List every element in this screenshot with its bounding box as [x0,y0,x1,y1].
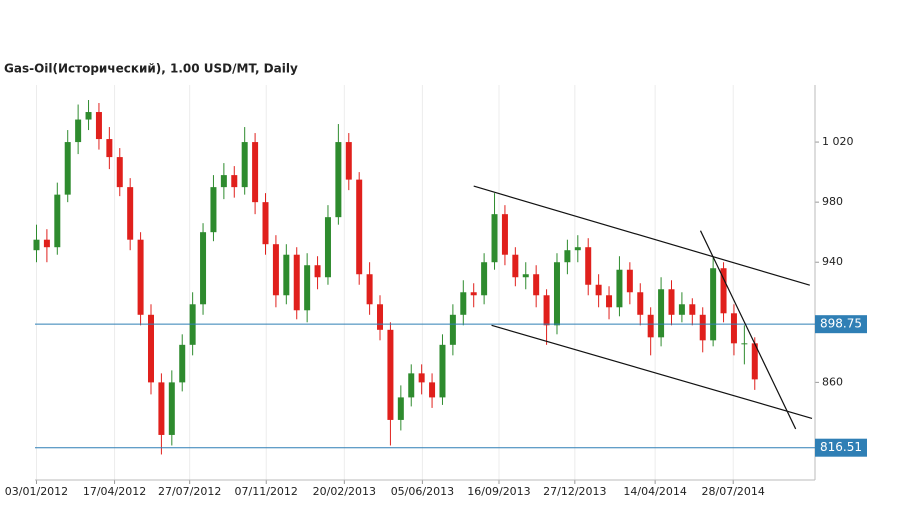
candle-body [564,250,571,263]
candle-body [481,262,488,296]
chart-title: Gas-Oil(Исторический), 1.00 USD/MT, Dail… [4,62,298,76]
candle-body [470,292,477,296]
candle-body [75,119,82,143]
candle-body [220,175,227,188]
candle-body [710,268,717,341]
candle-body [33,239,40,251]
candle-body [345,142,352,180]
candle-body [231,175,238,188]
candle-body [64,142,71,195]
candle-body [491,214,498,263]
candle-body [137,239,144,315]
candle-body [449,314,456,345]
candle-body [262,202,269,245]
level-box [815,315,867,334]
candle-body [158,382,165,435]
candle-body [252,142,259,203]
candle-body [241,142,248,188]
x-tick-label: 16/09/2013 [467,485,530,498]
candle-body [606,295,613,308]
trend-line [491,324,813,419]
candle-body [200,232,207,305]
candle-body [397,397,404,420]
x-tick-label: 27/12/2013 [543,485,606,498]
y-tick-label: 940 [822,255,843,268]
candle-body [116,157,123,188]
candle-body [356,179,363,275]
candle-body [512,254,519,278]
candle-body [533,274,540,296]
candle-body [720,268,727,314]
candle-body [95,112,102,140]
candle-body [751,343,758,380]
candle-body [501,214,508,255]
candle-body [595,284,602,296]
candle-body [293,254,300,311]
y-tick-label: 860 [822,375,843,388]
candle-body [616,269,623,308]
candle-body [127,187,134,240]
candle-body [574,247,581,251]
candle-body [522,274,529,278]
x-tick-label: 17/04/2012 [83,485,146,498]
candle-body [314,265,321,278]
candle-body [668,289,675,315]
candle-body [272,244,279,296]
candle-body [460,292,467,315]
level-label: 816.51 [820,440,862,454]
candle-body [85,112,92,120]
candle-body [43,239,50,248]
x-tick-label: 05/06/2013 [391,485,454,498]
candle-body [324,217,331,278]
x-tick-label: 28/07/2014 [702,485,765,498]
candle-body [689,304,696,315]
candle-body [637,292,644,315]
level-box [815,438,867,457]
candle-body [106,139,113,158]
candle-body [730,313,737,344]
trend-line [473,185,810,286]
candle-body [741,343,748,345]
candle-body [304,265,311,311]
candle-body [647,314,654,338]
x-tick-label: 14/04/2014 [623,485,686,498]
candle-body [335,142,342,218]
candle-body [377,304,384,330]
candle-body [626,269,633,293]
candle-body [439,344,446,398]
candle-body [210,187,217,233]
x-tick-label: 07/11/2012 [235,485,298,498]
y-tick-label: 1 020 [822,135,854,148]
candle-body [283,254,290,296]
candle-body [429,382,436,398]
candle-body [699,314,706,341]
candle-body [585,247,592,285]
candle-body [168,382,175,435]
candle-body [553,262,560,326]
candle-body [54,194,61,248]
candle-body [147,314,154,383]
candle-body [179,344,186,383]
level-label: 898.75 [820,317,862,331]
candle-body [658,289,665,338]
x-tick-label: 20/02/2013 [313,485,376,498]
candle-body [387,329,394,420]
x-tick-label: 03/01/2012 [5,485,68,498]
trend-line [699,230,797,430]
candle-body [678,304,685,315]
x-tick-label: 27/07/2012 [158,485,221,498]
candle-body [366,274,373,305]
y-tick-label: 980 [822,195,843,208]
candle-body [418,373,425,383]
candle-body [408,373,415,398]
candle-body [543,295,550,326]
